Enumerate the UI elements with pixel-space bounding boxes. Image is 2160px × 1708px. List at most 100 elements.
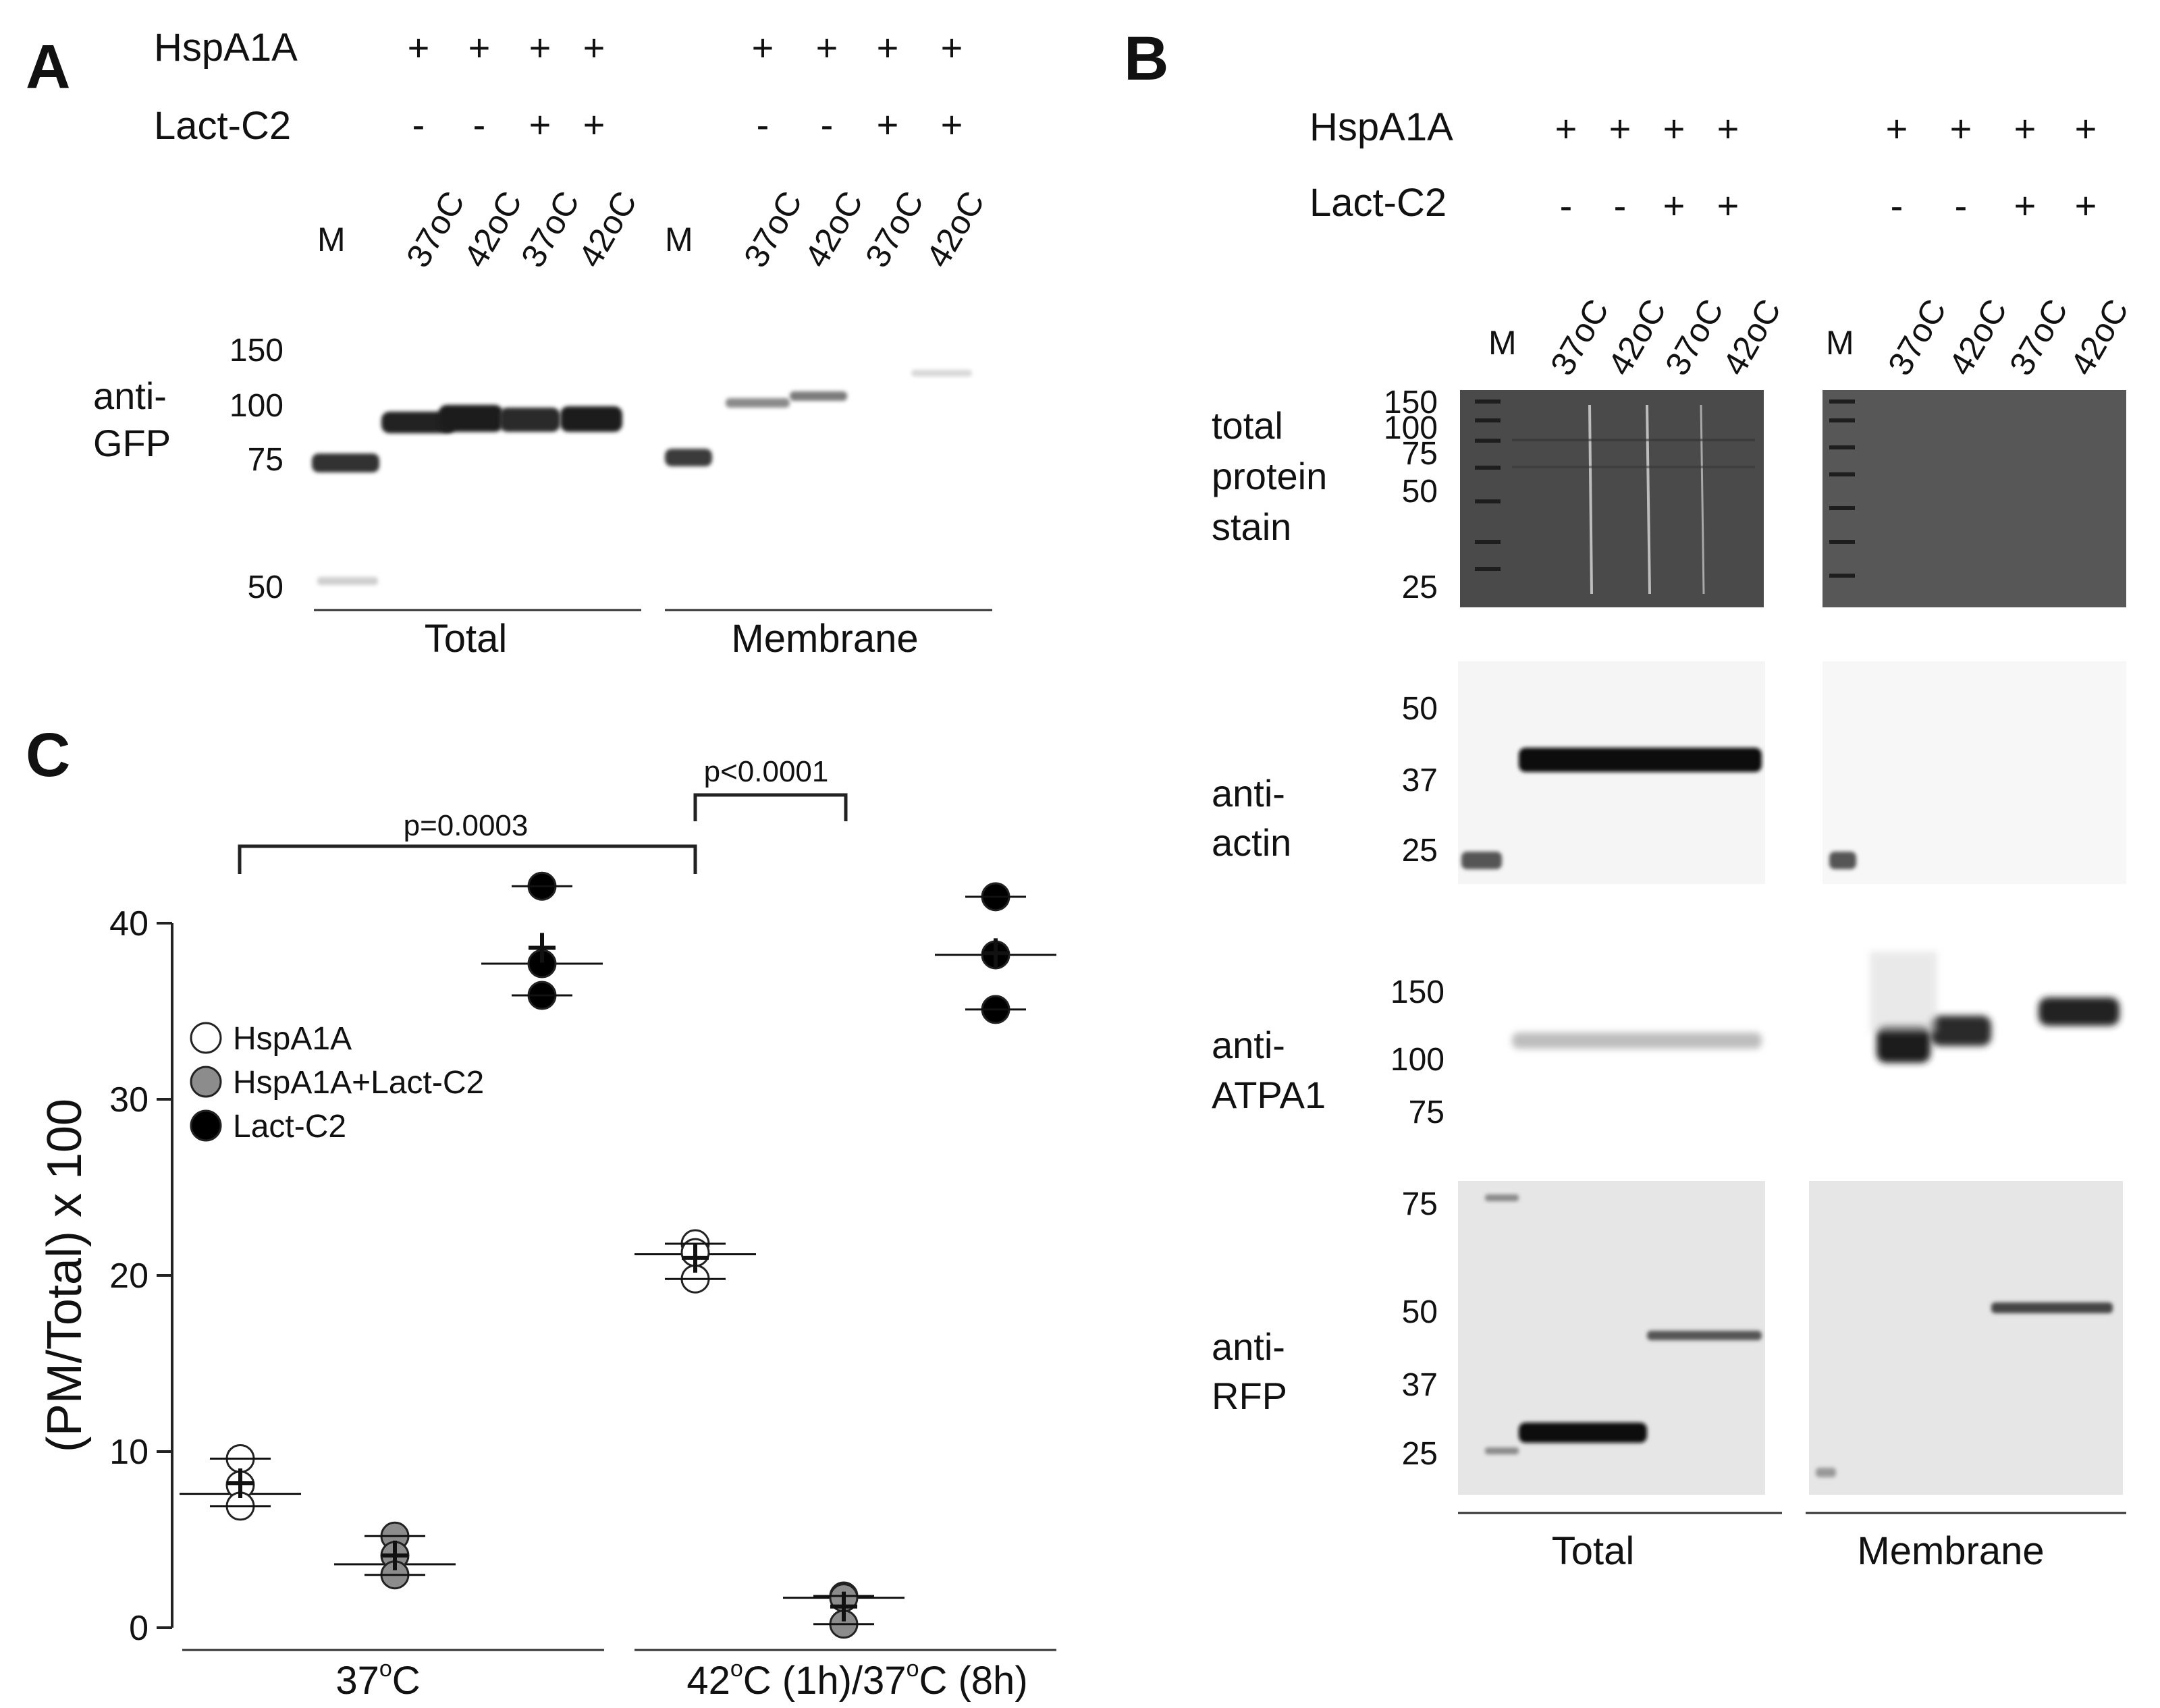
group-label-part: o <box>907 1656 919 1682</box>
sign: - <box>1891 184 1904 227</box>
blot-label-line: total <box>1212 404 1283 447</box>
sign: - <box>1955 184 1968 227</box>
lane-label: 42oC <box>571 185 644 274</box>
panel-a-antibody-line2: GFP <box>93 422 171 464</box>
panel-b-membrane-hspa1a-signs: + + + + <box>1886 107 2097 150</box>
panel-a-gfp-blot-image <box>312 370 972 585</box>
sign: + <box>1609 107 1631 150</box>
sign: + <box>816 26 838 69</box>
sign: + <box>2075 107 2097 150</box>
lane-label: 42oC <box>1600 293 1673 382</box>
panel-b-letter: B <box>1124 24 1168 93</box>
lane-marker-label: M <box>317 221 346 258</box>
panel-b-total-lactc2-signs: - - + + <box>1560 184 1739 227</box>
legend-marker-hspa1a <box>190 1022 222 1054</box>
mw-marker: 150 <box>1384 385 1438 420</box>
group-label-part: C (1h)/37 <box>743 1659 907 1703</box>
sign: - <box>473 103 486 146</box>
lane-label: 37oC <box>514 185 587 274</box>
sign: - <box>1614 184 1627 227</box>
blot-label-line: anti- <box>1212 1325 1285 1368</box>
mw-marker: 50 <box>1402 474 1438 509</box>
p-value-label: p<0.0001 <box>704 755 829 788</box>
significance-bracket-1: p=0.0003 <box>238 809 697 874</box>
lane-label: 37oC <box>736 185 809 274</box>
panel-a-membrane-lactc2-signs: - - + + <box>757 103 963 146</box>
legend-label-hspa1a: HspA1A <box>233 1021 352 1057</box>
panel-a-total-hspa1a-signs: + + + + <box>408 26 605 69</box>
group-label-42c-37c: 42oC (1h)/37oC (8h) <box>686 1656 1027 1703</box>
sign: + <box>2075 184 2097 227</box>
sign: + <box>2014 107 2036 150</box>
legend-marker-lactc2 <box>190 1109 222 1142</box>
y-tick-label: 10 <box>109 1433 148 1472</box>
lane-label: 42oC <box>1715 293 1788 382</box>
panel-a-letter: A <box>26 32 70 101</box>
legend: HspA1A HspA1A+Lact-C2 Lact-C2 <box>190 1021 484 1145</box>
legend-marker-hspa1a-lactc2 <box>190 1066 222 1098</box>
sign: - <box>1560 184 1573 227</box>
lane-label: 37oC <box>858 185 931 274</box>
mw-marker: 150 <box>230 333 284 368</box>
panel-a-total-lactc2-signs: - - + + <box>412 103 605 146</box>
panel-b-membrane-lactc2-signs: - - + + <box>1891 184 2097 227</box>
blot-label-line: anti- <box>1212 1024 1285 1066</box>
sign: + <box>408 26 430 69</box>
blot-label-line: actin <box>1212 821 1291 864</box>
sign: - <box>821 103 834 146</box>
panel-b-lane-labels: M 37oC 42oC 37oC 42oC M 37oC 42oC 37oC 4… <box>1488 293 2136 382</box>
plot-marks <box>180 871 1056 1639</box>
atpa1-blot-image <box>1512 952 2120 1063</box>
panel-b-fraction-total: Total <box>1552 1529 1635 1573</box>
p-value-label: p=0.0003 <box>404 809 529 842</box>
blot-label-line: anti- <box>1212 772 1285 815</box>
sign: + <box>941 103 963 146</box>
panel-a-membrane-hspa1a-signs: + + + + <box>752 26 963 69</box>
sign: + <box>583 26 605 69</box>
sign: + <box>877 103 899 146</box>
sign: + <box>1663 107 1685 150</box>
mw-marker: 25 <box>1402 1436 1438 1472</box>
mw-marker: 75 <box>1409 1095 1444 1130</box>
blot-label-line: ATPA1 <box>1212 1074 1326 1116</box>
sign: + <box>529 103 551 146</box>
group-label-part: 37 <box>335 1659 379 1703</box>
sign: + <box>2014 184 2036 227</box>
mw-marker: 50 <box>248 570 284 605</box>
mw-marker: 50 <box>1402 691 1438 727</box>
lane-label: 37oC <box>1881 293 1953 382</box>
sign: + <box>941 26 963 69</box>
blot-label-line: protein <box>1212 455 1327 497</box>
panel-a-lane-labels: M 37oC 42oC 37oC 42oC M 37oC 42oC 37oC 4… <box>317 185 992 274</box>
panel-a-lactc2-label: Lact-C2 <box>154 104 291 148</box>
mw-marker: 100 <box>230 388 284 424</box>
y-tick-label: 30 <box>109 1080 148 1120</box>
mw-marker: 75 <box>1402 1186 1438 1222</box>
sign: + <box>1663 184 1685 227</box>
lane-label: 37oC <box>399 185 472 274</box>
mw-marker: 75 <box>1402 436 1438 472</box>
group-label-37c: 37oC <box>335 1656 420 1703</box>
panel-a-antibody-line1: anti- <box>93 375 167 417</box>
panel-a-fraction-total: Total <box>425 617 508 661</box>
legend-label-lactc2: Lact-C2 <box>233 1109 346 1145</box>
lane-marker-label: M <box>665 221 693 258</box>
panel-b-hspa1a-label: HspA1A <box>1310 105 1453 149</box>
group-label-part: C (8h) <box>919 1659 1027 1703</box>
group-label-part: o <box>379 1656 392 1682</box>
sign: - <box>412 103 425 146</box>
lane-label: 42oC <box>797 185 870 274</box>
mw-marker: 75 <box>248 442 284 478</box>
lane-label: 42oC <box>2063 293 2136 382</box>
panel-c: C p=0.0003 p<0.0001 0 10 20 30 40 (PM/Total)… <box>26 721 1056 1703</box>
panel-c-letter: C <box>26 721 70 790</box>
sign: + <box>1555 107 1577 150</box>
significance-bracket-2: p<0.0001 <box>693 755 848 821</box>
panel-b: B HspA1A Lact-C2 + + + + - - + + + + + +… <box>1124 24 2136 1573</box>
actin-blot-image <box>1458 661 2126 884</box>
sign: + <box>1717 184 1739 227</box>
y-tick-label: 20 <box>109 1257 148 1296</box>
panel-a-fraction-membrane: Membrane <box>731 617 918 661</box>
mw-marker: 25 <box>1402 570 1438 605</box>
